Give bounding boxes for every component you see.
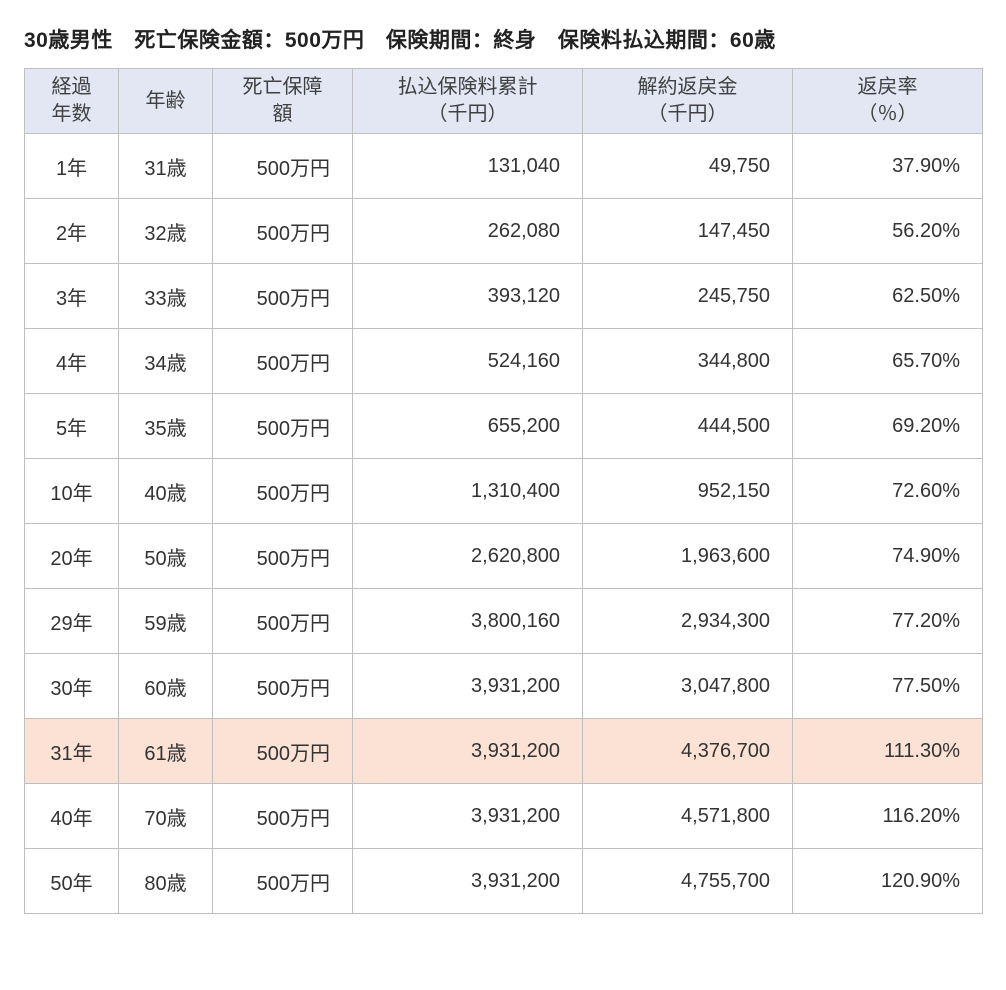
table-cell: 4,376,700 bbox=[583, 719, 793, 784]
table-cell: 500万円 bbox=[213, 719, 353, 784]
table-row: 2年32歳500万円262,080147,45056.20% bbox=[25, 199, 983, 264]
table-cell: 500万円 bbox=[213, 199, 353, 264]
table-cell: 37.90% bbox=[793, 134, 983, 199]
column-header: 経過年数 bbox=[25, 69, 119, 134]
table-cell: 1,963,600 bbox=[583, 524, 793, 589]
table-row: 20年50歳500万円2,620,8001,963,60074.90% bbox=[25, 524, 983, 589]
table-row: 29年59歳500万円3,800,1602,934,30077.20% bbox=[25, 589, 983, 654]
table-cell: 500万円 bbox=[213, 849, 353, 914]
table-cell: 74.90% bbox=[793, 524, 983, 589]
table-cell: 20年 bbox=[25, 524, 119, 589]
table-row: 4年34歳500万円524,160344,80065.70% bbox=[25, 329, 983, 394]
table-cell: 500万円 bbox=[213, 264, 353, 329]
table-cell: 40年 bbox=[25, 784, 119, 849]
table-cell: 80歳 bbox=[119, 849, 213, 914]
table-cell: 500万円 bbox=[213, 784, 353, 849]
table-cell: 32歳 bbox=[119, 199, 213, 264]
table-cell: 35歳 bbox=[119, 394, 213, 459]
table-cell: 30年 bbox=[25, 654, 119, 719]
table-cell: 31歳 bbox=[119, 134, 213, 199]
table-body: 1年31歳500万円131,04049,75037.90%2年32歳500万円2… bbox=[25, 134, 983, 914]
table-cell: 500万円 bbox=[213, 524, 353, 589]
table-cell: 5年 bbox=[25, 394, 119, 459]
table-cell: 3,800,160 bbox=[353, 589, 583, 654]
column-header: 払込保険料累計（千円） bbox=[353, 69, 583, 134]
table-cell: 1,310,400 bbox=[353, 459, 583, 524]
table-cell: 4,755,700 bbox=[583, 849, 793, 914]
table-cell: 131,040 bbox=[353, 134, 583, 199]
table-cell: 500万円 bbox=[213, 394, 353, 459]
table-cell: 147,450 bbox=[583, 199, 793, 264]
table-cell: 500万円 bbox=[213, 329, 353, 394]
table-cell: 50歳 bbox=[119, 524, 213, 589]
insurance-table: 経過年数年齢死亡保障額払込保険料累計（千円）解約返戻金（千円）返戻率（％） 1年… bbox=[24, 68, 983, 914]
table-cell: 72.60% bbox=[793, 459, 983, 524]
table-cell: 2年 bbox=[25, 199, 119, 264]
column-header: 解約返戻金（千円） bbox=[583, 69, 793, 134]
table-row: 5年35歳500万円655,200444,50069.20% bbox=[25, 394, 983, 459]
table-cell: 29年 bbox=[25, 589, 119, 654]
table-cell: 61歳 bbox=[119, 719, 213, 784]
table-row: 40年70歳500万円3,931,2004,571,800116.20% bbox=[25, 784, 983, 849]
table-cell: 65.70% bbox=[793, 329, 983, 394]
table-cell: 2,934,300 bbox=[583, 589, 793, 654]
column-header: 返戻率（％） bbox=[793, 69, 983, 134]
table-cell: 31年 bbox=[25, 719, 119, 784]
table-cell: 34歳 bbox=[119, 329, 213, 394]
table-cell: 40歳 bbox=[119, 459, 213, 524]
table-cell: 952,150 bbox=[583, 459, 793, 524]
table-cell: 70歳 bbox=[119, 784, 213, 849]
table-cell: 262,080 bbox=[353, 199, 583, 264]
column-header: 年齢 bbox=[119, 69, 213, 134]
table-cell: 245,750 bbox=[583, 264, 793, 329]
table-cell: 500万円 bbox=[213, 459, 353, 524]
table-row: 30年60歳500万円3,931,2003,047,80077.50% bbox=[25, 654, 983, 719]
table-cell: 4,571,800 bbox=[583, 784, 793, 849]
table-cell: 60歳 bbox=[119, 654, 213, 719]
column-header: 死亡保障額 bbox=[213, 69, 353, 134]
table-cell: 2,620,800 bbox=[353, 524, 583, 589]
table-row: 3年33歳500万円393,120245,75062.50% bbox=[25, 264, 983, 329]
table-row: 1年31歳500万円131,04049,75037.90% bbox=[25, 134, 983, 199]
page-title: 30歳男性 死亡保険金額：500万円 保険期間：終身 保険料払込期間：60歳 bbox=[24, 24, 982, 54]
table-cell: 77.50% bbox=[793, 654, 983, 719]
table-cell: 56.20% bbox=[793, 199, 983, 264]
table-cell: 500万円 bbox=[213, 654, 353, 719]
table-cell: 116.20% bbox=[793, 784, 983, 849]
header-row: 経過年数年齢死亡保障額払込保険料累計（千円）解約返戻金（千円）返戻率（％） bbox=[25, 69, 983, 134]
table-cell: 4年 bbox=[25, 329, 119, 394]
table-head: 経過年数年齢死亡保障額払込保険料累計（千円）解約返戻金（千円）返戻率（％） bbox=[25, 69, 983, 134]
table-cell: 59歳 bbox=[119, 589, 213, 654]
table-cell: 49,750 bbox=[583, 134, 793, 199]
table-row: 50年80歳500万円3,931,2004,755,700120.90% bbox=[25, 849, 983, 914]
table-cell: 10年 bbox=[25, 459, 119, 524]
table-cell: 77.20% bbox=[793, 589, 983, 654]
table-row: 31年61歳500万円3,931,2004,376,700111.30% bbox=[25, 719, 983, 784]
table-cell: 524,160 bbox=[353, 329, 583, 394]
table-cell: 33歳 bbox=[119, 264, 213, 329]
table-cell: 3,931,200 bbox=[353, 784, 583, 849]
table-cell: 344,800 bbox=[583, 329, 793, 394]
table-cell: 3,931,200 bbox=[353, 719, 583, 784]
table-cell: 444,500 bbox=[583, 394, 793, 459]
table-cell: 1年 bbox=[25, 134, 119, 199]
table-cell: 393,120 bbox=[353, 264, 583, 329]
table-cell: 500万円 bbox=[213, 134, 353, 199]
table-cell: 500万円 bbox=[213, 589, 353, 654]
table-row: 10年40歳500万円1,310,400952,15072.60% bbox=[25, 459, 983, 524]
table-cell: 3,931,200 bbox=[353, 654, 583, 719]
table-cell: 3年 bbox=[25, 264, 119, 329]
table-cell: 111.30% bbox=[793, 719, 983, 784]
table-cell: 69.20% bbox=[793, 394, 983, 459]
table-cell: 3,931,200 bbox=[353, 849, 583, 914]
table-cell: 655,200 bbox=[353, 394, 583, 459]
table-cell: 50年 bbox=[25, 849, 119, 914]
table-cell: 62.50% bbox=[793, 264, 983, 329]
table-cell: 120.90% bbox=[793, 849, 983, 914]
table-cell: 3,047,800 bbox=[583, 654, 793, 719]
